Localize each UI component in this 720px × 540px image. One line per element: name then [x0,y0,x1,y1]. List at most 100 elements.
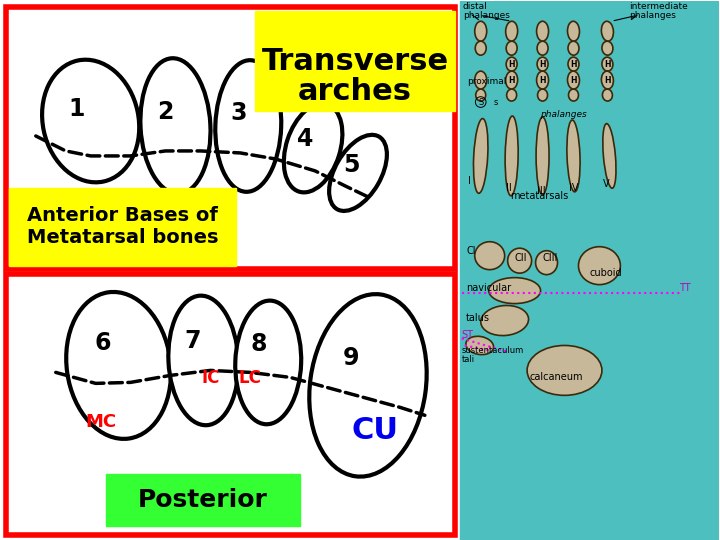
Ellipse shape [474,242,505,269]
Text: 3: 3 [230,101,247,125]
Text: II: II [505,183,511,193]
Ellipse shape [536,71,549,89]
Text: I: I [468,176,471,186]
Ellipse shape [481,306,528,335]
Text: CU: CU [351,416,398,445]
Text: H: H [508,59,515,69]
Text: III: III [536,186,545,196]
Ellipse shape [505,71,518,89]
Ellipse shape [527,346,602,395]
Text: 6: 6 [95,331,112,355]
Text: LC: LC [239,369,261,387]
Ellipse shape [505,21,518,41]
Text: 8: 8 [250,332,266,356]
Ellipse shape [474,21,487,41]
Ellipse shape [602,41,613,55]
Text: Cl: Cl [467,246,476,255]
Text: 2: 2 [157,100,174,124]
Text: H: H [539,59,546,69]
Text: H: H [570,76,577,85]
Text: intermediate: intermediate [629,2,688,11]
Text: distal: distal [463,2,487,11]
Ellipse shape [168,296,238,425]
Ellipse shape [476,89,486,101]
Ellipse shape [466,336,493,355]
Ellipse shape [536,117,549,195]
Text: 9: 9 [343,346,359,370]
Ellipse shape [474,71,487,89]
Ellipse shape [66,292,171,439]
Text: tali: tali [462,355,475,364]
Ellipse shape [567,120,580,192]
Ellipse shape [568,57,579,71]
Text: MC: MC [85,413,116,431]
Ellipse shape [489,278,541,303]
Ellipse shape [284,104,343,192]
Ellipse shape [475,41,486,55]
Text: ST: ST [462,330,474,341]
Text: IC: IC [201,369,220,387]
Ellipse shape [569,89,578,101]
Text: cuboid: cuboid [590,268,622,278]
Ellipse shape [538,89,547,101]
Ellipse shape [601,71,613,89]
Text: H: H [604,59,611,69]
Text: Posterior: Posterior [138,488,267,512]
Text: V: V [603,179,610,189]
Bar [460,1,719,540]
Ellipse shape [506,41,517,55]
Text: 7: 7 [184,329,201,353]
Text: s: s [493,98,498,106]
Text: H: H [508,76,515,85]
Text: H: H [539,76,546,85]
Ellipse shape [567,21,580,41]
Text: metatarsals: metatarsals [510,191,568,201]
Ellipse shape [603,89,613,101]
Ellipse shape [537,57,548,71]
Ellipse shape [602,57,613,71]
Ellipse shape [474,119,488,193]
Text: arches: arches [298,77,412,106]
Ellipse shape [567,71,580,89]
Text: IV: IV [570,183,579,193]
Ellipse shape [537,41,548,55]
Ellipse shape [536,251,557,275]
Bar [6,274,455,535]
Ellipse shape [568,41,579,55]
Text: 4: 4 [297,127,313,151]
Ellipse shape [505,116,518,196]
Ellipse shape [329,135,387,211]
Text: 1: 1 [68,97,84,120]
Text: phalanges: phalanges [539,110,586,119]
Text: 5: 5 [343,152,359,177]
Ellipse shape [506,57,517,71]
Text: phalanges: phalanges [463,11,510,21]
Ellipse shape [140,58,210,194]
Ellipse shape [508,248,531,273]
Ellipse shape [507,89,517,101]
Ellipse shape [235,301,301,424]
Ellipse shape [601,21,613,41]
Text: phalanges: phalanges [629,11,676,21]
Text: Transverse: Transverse [261,46,449,76]
Ellipse shape [310,294,427,477]
Bar [256,11,455,111]
Ellipse shape [603,124,616,188]
Bar [9,188,236,266]
Text: calcaneum: calcaneum [530,373,583,382]
Bar [6,7,455,269]
Text: sustentaculum: sustentaculum [462,347,524,355]
Ellipse shape [215,60,282,192]
Text: S: S [478,98,483,106]
Text: TT: TT [679,282,691,293]
Text: talus: talus [466,313,490,322]
Text: proximal: proximal [467,77,506,86]
Text: H: H [604,76,611,85]
Text: navicular: navicular [466,282,511,293]
Text: CIII: CIII [543,253,558,262]
Text: CII: CII [515,253,527,262]
Ellipse shape [536,21,549,41]
Ellipse shape [42,60,139,183]
Bar [106,474,300,526]
Ellipse shape [578,247,621,285]
